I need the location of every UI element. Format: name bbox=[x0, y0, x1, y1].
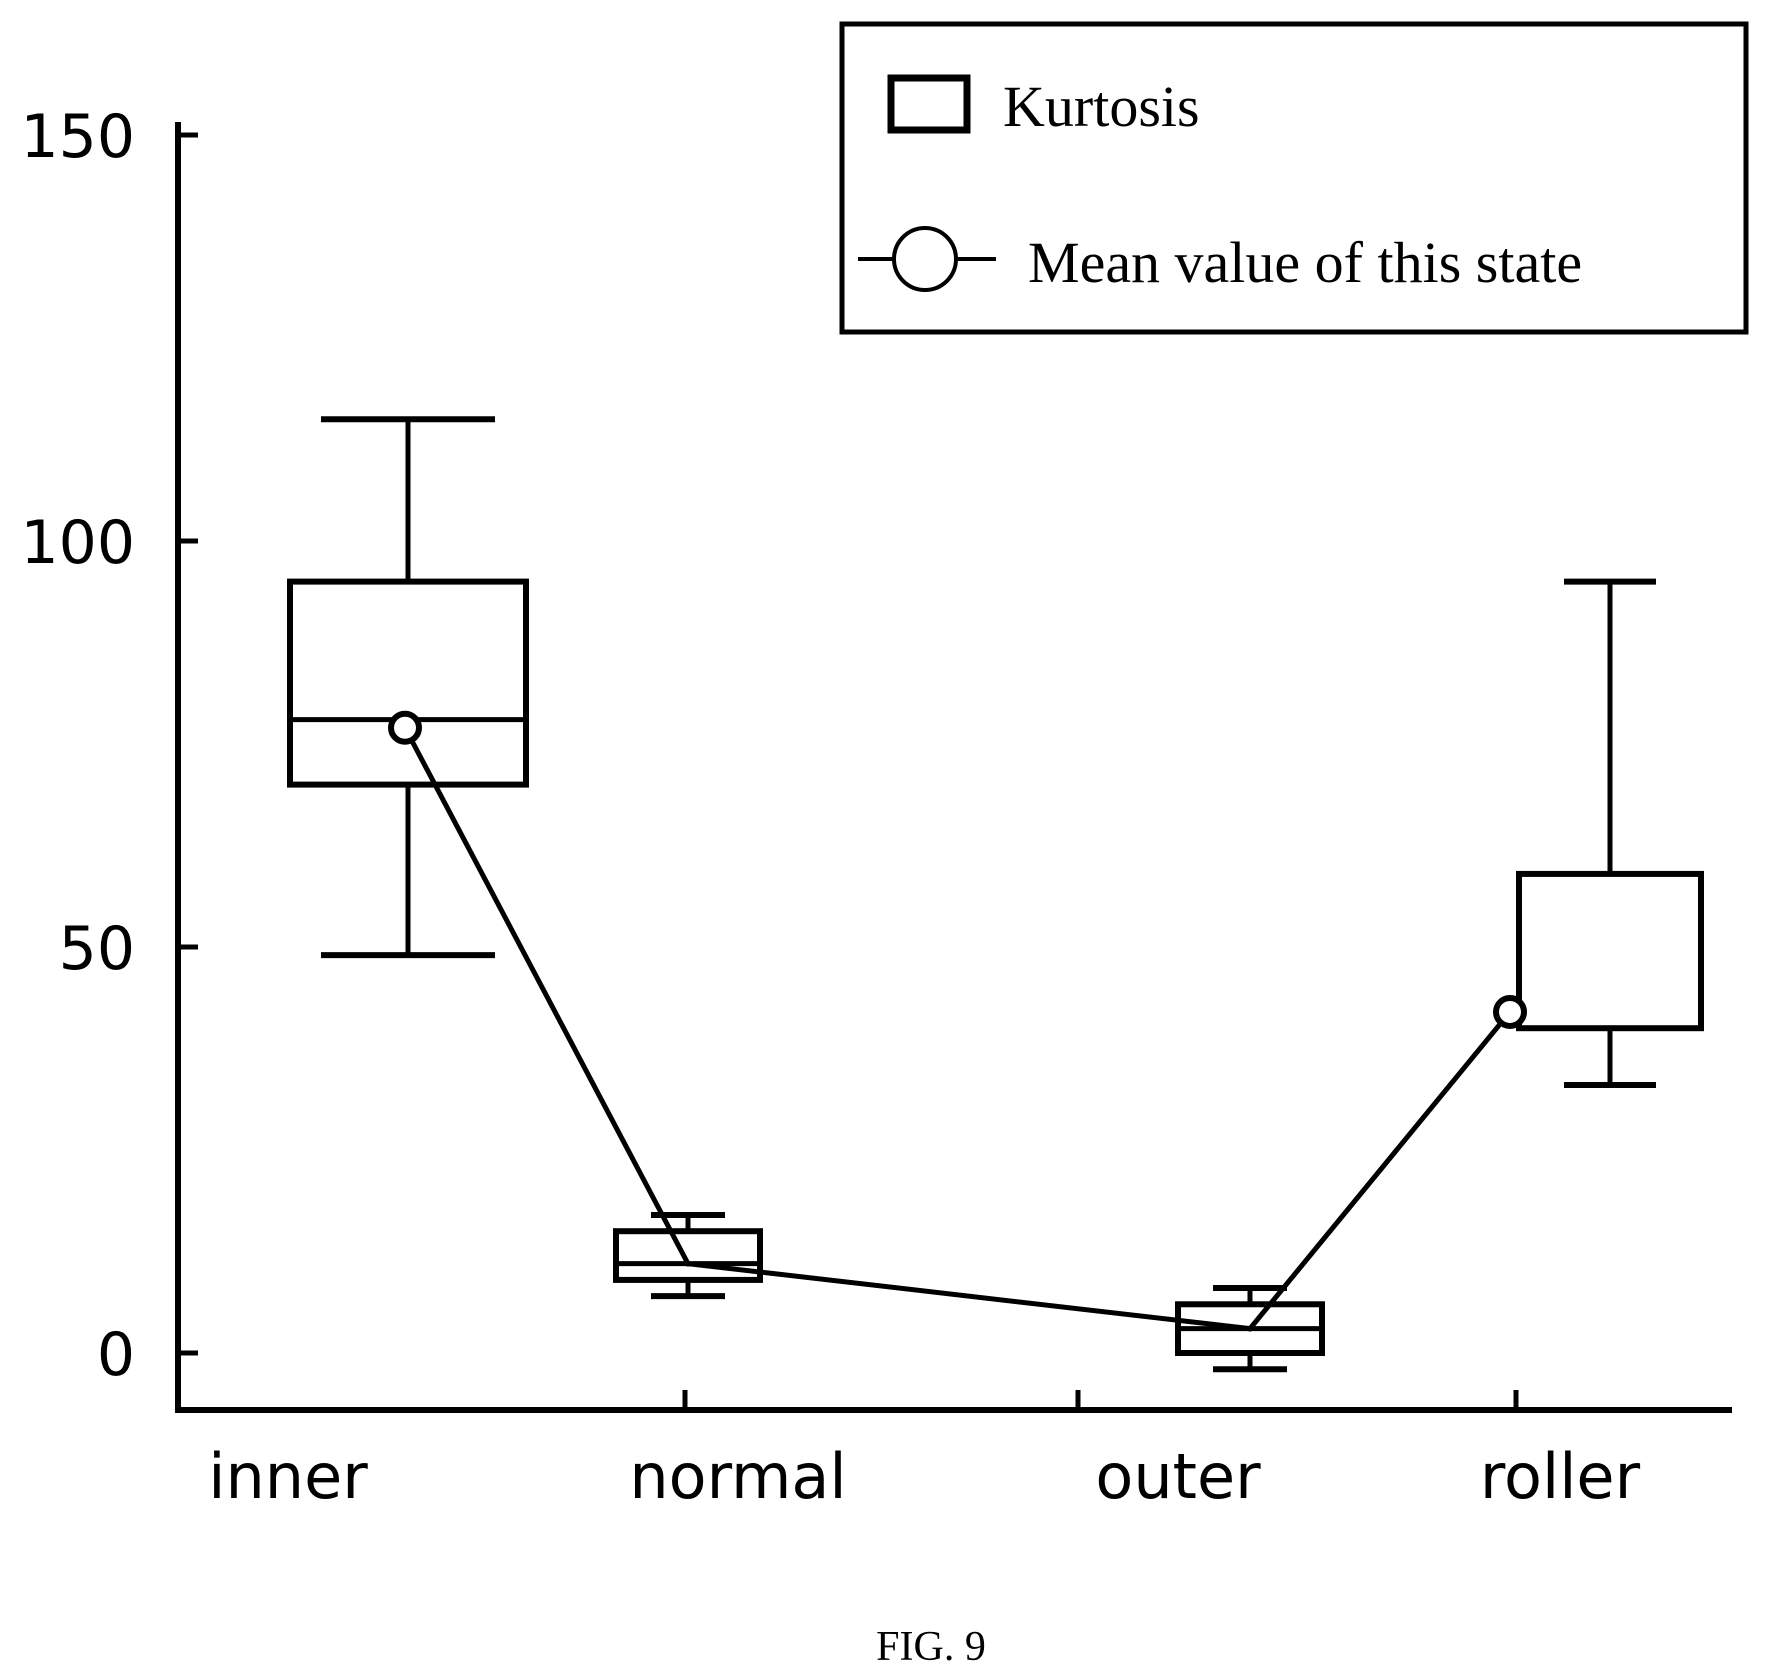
legend-label-mean: Mean value of this state bbox=[1028, 230, 1582, 295]
axes bbox=[175, 122, 1732, 1413]
box-normal bbox=[613, 1211, 763, 1300]
y-tick-label-100: 100 bbox=[20, 508, 135, 578]
figure-caption: FIG. 9 bbox=[876, 1624, 986, 1670]
y-tick-label-150: 150 bbox=[20, 102, 135, 172]
y-ticks: 0 50 100 150 bbox=[20, 102, 198, 1390]
box-iqr bbox=[613, 1228, 763, 1283]
box-roller bbox=[1516, 578, 1704, 1089]
category-label-outer: outer bbox=[1095, 1440, 1261, 1513]
boxes bbox=[287, 416, 1704, 1373]
box-inner bbox=[287, 416, 529, 959]
y-tick-label-0: 0 bbox=[97, 1320, 135, 1390]
box-iqr bbox=[1516, 870, 1704, 1032]
legend-box-swatch bbox=[887, 74, 971, 134]
category-label-roller: roller bbox=[1480, 1440, 1641, 1513]
category-label-normal: normal bbox=[629, 1440, 846, 1513]
mean-marker-normal bbox=[685, 1260, 691, 1267]
legend-label-kurtosis: Kurtosis bbox=[1003, 74, 1200, 139]
legend-mean-marker bbox=[892, 226, 958, 292]
box-iqr bbox=[287, 578, 529, 788]
legend-frame bbox=[839, 21, 1749, 335]
mean-marker-roller bbox=[1493, 994, 1527, 1029]
mean-line bbox=[402, 726, 1512, 1332]
y-tick-label-50: 50 bbox=[59, 914, 135, 984]
mean-series bbox=[388, 710, 1527, 1332]
mean-marker-inner bbox=[388, 710, 422, 745]
legend: Kurtosis Mean value of this state bbox=[839, 21, 1749, 335]
category-label-inner: inner bbox=[208, 1440, 368, 1513]
mean-marker-outer bbox=[1247, 1325, 1253, 1332]
x-ticks: inner normal outer roller bbox=[208, 1390, 1641, 1513]
